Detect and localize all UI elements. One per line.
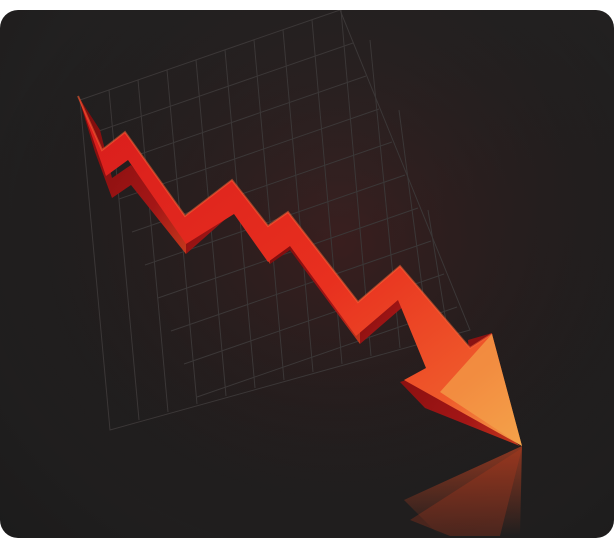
arrow-reflection [404, 446, 522, 536]
falling-arrow-illustration [0, 10, 614, 538]
arrow-highlight [77, 95, 493, 350]
arrow-tip [440, 334, 522, 446]
background-glow [0, 10, 614, 538]
arrow-reflection-streak [410, 448, 522, 536]
illustration-panel [0, 10, 614, 538]
